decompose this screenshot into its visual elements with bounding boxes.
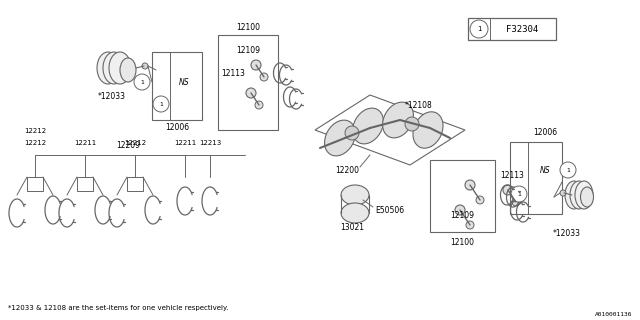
Text: 12109: 12109 xyxy=(236,45,260,54)
Circle shape xyxy=(455,205,465,215)
Circle shape xyxy=(405,117,419,131)
Ellipse shape xyxy=(570,181,588,209)
Text: 13021: 13021 xyxy=(340,222,364,231)
Ellipse shape xyxy=(565,181,583,209)
Ellipse shape xyxy=(383,102,413,138)
Circle shape xyxy=(466,221,474,229)
Text: 12211: 12211 xyxy=(174,140,196,146)
Circle shape xyxy=(503,185,513,195)
Circle shape xyxy=(476,196,484,204)
Ellipse shape xyxy=(324,120,355,156)
Ellipse shape xyxy=(103,52,125,84)
Circle shape xyxy=(142,63,148,69)
Text: F32304: F32304 xyxy=(506,25,538,34)
Circle shape xyxy=(153,96,169,112)
Bar xyxy=(218,35,278,130)
Circle shape xyxy=(470,20,488,38)
Circle shape xyxy=(251,60,261,70)
Ellipse shape xyxy=(353,108,383,144)
Text: NS: NS xyxy=(179,77,189,86)
Circle shape xyxy=(511,186,527,202)
Circle shape xyxy=(560,162,576,178)
Text: 12212: 12212 xyxy=(124,140,146,146)
Text: 12100: 12100 xyxy=(450,237,474,246)
Ellipse shape xyxy=(580,187,593,207)
Circle shape xyxy=(246,88,256,98)
Text: 12100: 12100 xyxy=(236,22,260,31)
Circle shape xyxy=(134,74,150,90)
Text: 12211: 12211 xyxy=(74,140,96,146)
Bar xyxy=(152,52,202,120)
Bar xyxy=(468,18,556,40)
Text: *12033: *12033 xyxy=(553,228,581,237)
Ellipse shape xyxy=(341,185,369,205)
Text: 1: 1 xyxy=(140,79,144,84)
Text: 12200: 12200 xyxy=(335,165,359,174)
Text: 1: 1 xyxy=(159,101,163,107)
Text: 12209: 12209 xyxy=(116,140,140,149)
Text: 12113: 12113 xyxy=(221,68,245,77)
Ellipse shape xyxy=(109,52,131,84)
Text: A010001136: A010001136 xyxy=(595,311,632,316)
Circle shape xyxy=(512,198,520,206)
Text: E50506: E50506 xyxy=(375,205,404,214)
Text: 1: 1 xyxy=(477,26,481,32)
Text: 12113: 12113 xyxy=(500,171,524,180)
Text: *12033 & 12108 are the set-items for one vehicle respectively.: *12033 & 12108 are the set-items for one… xyxy=(8,305,228,311)
Text: *12033: *12033 xyxy=(98,92,126,100)
Bar xyxy=(510,142,562,214)
Text: *12108: *12108 xyxy=(405,100,433,109)
Ellipse shape xyxy=(575,181,593,209)
Ellipse shape xyxy=(413,112,443,148)
Bar xyxy=(127,177,143,191)
Circle shape xyxy=(345,126,359,140)
Circle shape xyxy=(255,101,263,109)
Ellipse shape xyxy=(341,203,369,223)
Circle shape xyxy=(465,180,475,190)
Text: 12006: 12006 xyxy=(533,127,557,137)
Ellipse shape xyxy=(120,58,136,82)
Circle shape xyxy=(260,73,268,81)
Bar xyxy=(27,177,43,191)
Bar xyxy=(430,160,495,232)
Text: 1: 1 xyxy=(517,191,521,196)
Text: 1: 1 xyxy=(566,167,570,172)
Text: 12006: 12006 xyxy=(165,123,189,132)
Circle shape xyxy=(560,190,566,196)
Ellipse shape xyxy=(97,52,119,84)
Text: 12212: 12212 xyxy=(24,140,46,146)
Text: 12213: 12213 xyxy=(199,140,221,146)
Text: 12212: 12212 xyxy=(24,128,46,134)
Text: NS: NS xyxy=(540,165,550,174)
Bar xyxy=(77,177,93,191)
Text: 12109: 12109 xyxy=(450,211,474,220)
